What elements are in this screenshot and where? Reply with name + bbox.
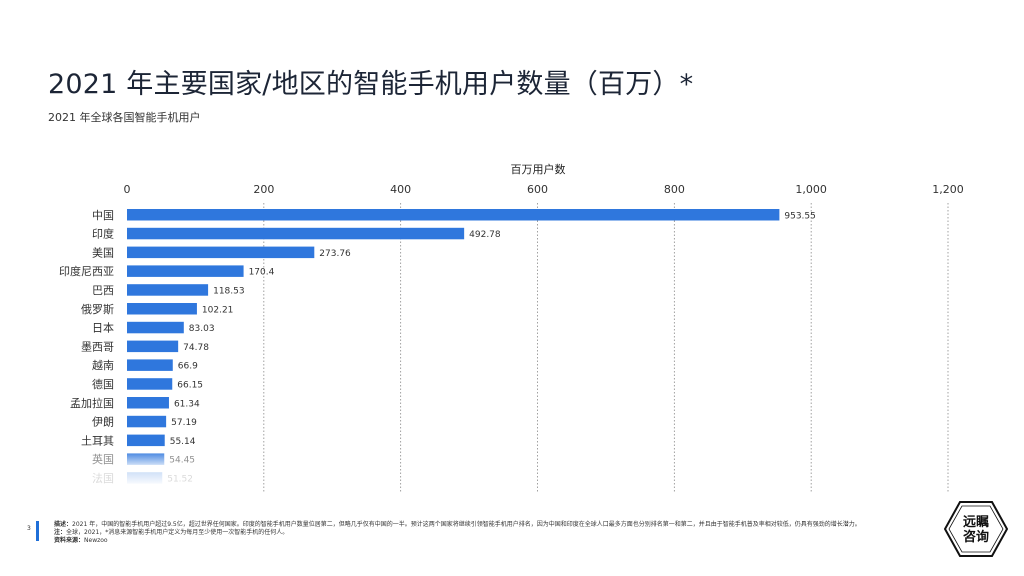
category-label: 土耳其 — [81, 434, 114, 447]
data-label: 953.55 — [784, 211, 816, 221]
category-label: 中国 — [92, 209, 114, 222]
category-label: 法国 — [92, 471, 114, 485]
footer-description: 描述：2021 年，中国的智能手机用户超过9.5亿，超过世界任何国家。印度的智能… — [54, 521, 861, 528]
brand-logo: 远瞩 咨询 — [943, 500, 1009, 558]
bar — [127, 209, 780, 221]
data-label: 51.52 — [167, 474, 193, 484]
bar — [127, 227, 465, 240]
x-tick-label: 400 — [390, 183, 411, 196]
x-tick-label: 1,000 — [795, 183, 827, 196]
bar — [127, 284, 209, 296]
bar — [127, 265, 244, 277]
bar — [127, 453, 165, 465]
bar — [127, 321, 184, 334]
footer-accent-bar — [36, 521, 39, 541]
bar — [127, 472, 163, 484]
bar — [127, 246, 315, 259]
footer-note: 注：全球，2021，*消息来源智能手机用户定义为每月至少使用一次智能手机的任何人… — [54, 529, 289, 536]
logo-text-line2: 咨询 — [962, 530, 989, 545]
category-label: 孟加拉国 — [70, 396, 114, 410]
bar — [127, 434, 165, 447]
data-label: 54.45 — [169, 456, 195, 466]
footer-source: 资料来源：Newzoo — [54, 537, 108, 544]
page-title: 2021 年主要国家/地区的智能手机用户数量（百万）* — [48, 69, 694, 100]
category-label: 日本 — [92, 321, 114, 335]
bar — [127, 415, 167, 428]
data-label: 492.78 — [469, 230, 501, 240]
page-subtitle: 2021 年全球各国智能手机用户 — [48, 111, 201, 124]
data-label: 61.34 — [174, 399, 200, 409]
x-tick-label: 600 — [527, 183, 548, 196]
data-label: 55.14 — [170, 437, 196, 447]
category-label: 越南 — [92, 358, 114, 372]
category-label: 巴西 — [92, 284, 114, 297]
category-label: 伊朗 — [92, 416, 114, 429]
x-tick-label: 200 — [253, 183, 274, 196]
logo-text-line1: 远瞩 — [962, 515, 989, 530]
category-label: 印度 — [92, 227, 114, 241]
category-label: 俄罗斯 — [81, 303, 114, 316]
data-label: 66.9 — [178, 362, 198, 372]
logo-hexagon-icon — [943, 501, 1009, 557]
category-label: 墨西哥 — [81, 340, 114, 353]
data-label: 273.76 — [319, 249, 351, 259]
bar — [127, 340, 179, 353]
x-axis-label: 百万用户数 — [511, 162, 566, 176]
bar-chart: 百万用户数 0 200 400 600 800 1,000 1,200 中国 953.55 印度… — [59, 162, 964, 492]
data-label: 57.19 — [171, 418, 197, 428]
category-label: 英国 — [92, 452, 114, 466]
data-label: 102.21 — [202, 305, 234, 315]
bar — [127, 359, 173, 371]
bar — [127, 378, 173, 390]
category-label: 印度尼西亚 — [59, 264, 114, 278]
page-number: 3 — [27, 525, 31, 532]
data-label: 74.78 — [183, 343, 209, 353]
bar — [127, 303, 197, 315]
x-tick-label: 800 — [664, 183, 685, 196]
footer-notes: 3 描述：2021 年，中国的智能手机用户超过9.5亿，超过世界任何国家。印度的… — [27, 521, 896, 545]
data-label: 66.15 — [177, 380, 203, 390]
bar — [127, 397, 169, 409]
x-tick-label: 0 — [124, 183, 131, 196]
data-label: 83.03 — [189, 324, 215, 334]
x-tick-label: 1,200 — [932, 183, 964, 196]
category-label: 美国 — [92, 246, 114, 259]
category-label: 德国 — [92, 377, 114, 391]
data-label: 118.53 — [213, 286, 245, 296]
data-label: 170.4 — [249, 268, 275, 278]
